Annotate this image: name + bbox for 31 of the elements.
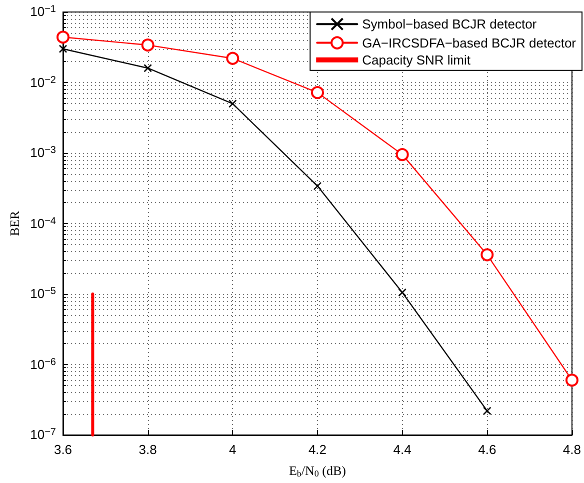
y-axis-title: BER: [7, 210, 22, 236]
point: [56, 30, 70, 44]
x-tick-label: 4.4: [393, 442, 412, 457]
point: [310, 86, 324, 100]
x-tick-label: 4.8: [562, 442, 582, 457]
x-tick-label: 3.6: [54, 442, 72, 457]
point: [396, 148, 409, 162]
point: [565, 374, 578, 387]
point: [144, 64, 152, 72]
point: [482, 406, 492, 416]
x-tick-label: 4.6: [478, 442, 496, 457]
y-tick-label: 10$^{−7}$: [30, 427, 56, 442]
point: [141, 38, 154, 52]
y-tick-label: 10$^{−5}$: [30, 285, 56, 303]
x-tick-label: 4.2: [308, 442, 327, 457]
point: [480, 248, 494, 262]
y-tick-label: 10$^{−6}$: [30, 356, 56, 374]
point: [228, 100, 237, 108]
legend-label: GA−IRCSDFA−based BCJR detector: [362, 35, 577, 50]
legend-label: Symbol−based BCJR detector: [362, 16, 538, 32]
point: [226, 52, 240, 65]
x-tick-label: 4: [229, 442, 236, 457]
point: [58, 44, 68, 54]
y-tick-label: 10$^{−1}$: [30, 3, 56, 21]
y-tick-label: 10$^{−2}$: [30, 74, 56, 92]
y-tick-label: 10$^{−4}$: [30, 214, 56, 232]
legend-label: Capacity SNR limit: [362, 52, 471, 68]
x-tick-label: 3.8: [138, 442, 157, 457]
y-tick-label: 10$^{−3}$: [30, 144, 56, 162]
point: [313, 182, 322, 190]
point: [398, 288, 406, 297]
